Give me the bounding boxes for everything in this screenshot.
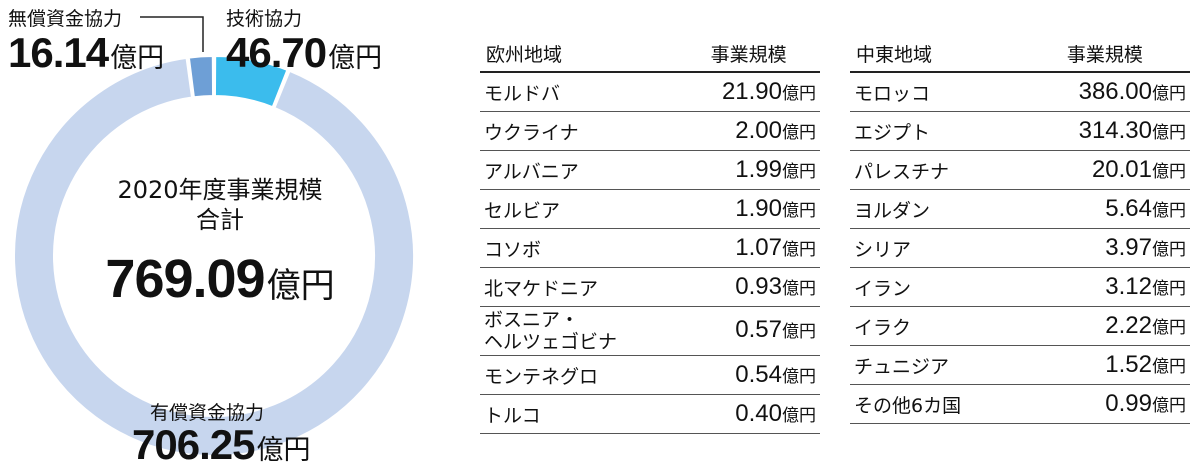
middle-east-value: 1.52億円 bbox=[1019, 345, 1190, 385]
middle-east-row: イラク 2.22億円 bbox=[850, 306, 1190, 346]
middle-east-value: 2.22億円 bbox=[1019, 306, 1190, 346]
europe-header-row: 欧州地域 事業規模 bbox=[480, 36, 820, 73]
middle-east-row: その他6カ国 0.99億円 bbox=[850, 384, 1190, 424]
europe-row: 北マケドニア 0.93億円 bbox=[480, 267, 820, 307]
middle-east-country: シリア bbox=[850, 228, 1020, 268]
europe-row: ボスニア・ ヘルツェゴビナ 0.57億円 bbox=[480, 306, 820, 356]
middle-east-header-scale: 事業規模 bbox=[1019, 36, 1190, 73]
donut-chart bbox=[13, 16, 415, 457]
loan-aid-name: 有償資金協力 bbox=[150, 402, 265, 424]
middle-east-country: チュニジア bbox=[850, 345, 1020, 385]
middle-east-country: パレスチナ bbox=[850, 150, 1020, 190]
grant-aid-unit: 億円 bbox=[110, 43, 165, 74]
europe-value: 1.90億円 bbox=[677, 189, 820, 229]
slice-grant-aid bbox=[187, 54, 215, 99]
europe-row: モンテネグロ 0.54億円 bbox=[480, 355, 820, 395]
middle-east-row: チュニジア 1.52億円 bbox=[850, 345, 1190, 385]
center-total: 769.09億円 bbox=[0, 248, 440, 310]
center-total-value: 769.09 bbox=[105, 249, 265, 309]
europe-value: 0.93億円 bbox=[677, 267, 820, 307]
slice-technical-cooperation bbox=[213, 54, 289, 109]
europe-country: ボスニア・ ヘルツェゴビナ bbox=[480, 306, 678, 356]
middle-east-country: エジプト bbox=[850, 111, 1020, 151]
europe-row: コソボ 1.07億円 bbox=[480, 228, 820, 268]
middle-east-value: 314.30億円 bbox=[1019, 111, 1190, 151]
middle-east-header-region: 中東地域 bbox=[850, 36, 1020, 73]
middle-east-table: 中東地域 事業規模 モロッコ 386.00億円 エジプト 314.30億円 パレスチナ 2… bbox=[850, 36, 1190, 424]
technical-cooperation-value: 46.70 bbox=[226, 29, 327, 76]
europe-row: セルビア 1.90億円 bbox=[480, 189, 820, 229]
grant-aid-name: 無償資金協力 bbox=[8, 8, 123, 30]
slice-loan-aid bbox=[13, 56, 415, 457]
europe-country: 北マケドニア bbox=[480, 267, 678, 307]
label-loan-aid: 有償資金協力 706.25億円 bbox=[132, 398, 310, 469]
middle-east-country: ヨルダン bbox=[850, 189, 1020, 229]
label-technical-cooperation: 技術協力 46.70億円 bbox=[226, 4, 382, 77]
europe-country: コソボ bbox=[480, 228, 678, 268]
center-total-unit: 億円 bbox=[266, 266, 335, 306]
middle-east-row: ヨルダン 5.64億円 bbox=[850, 189, 1190, 229]
europe-value: 2.00億円 bbox=[677, 111, 820, 151]
center-title-line1: 2020年度事業規模 bbox=[117, 176, 323, 204]
europe-country: モルドバ bbox=[480, 72, 678, 112]
europe-table: 欧州地域 事業規模 モルドバ 21.90億円 ウクライナ 2.00億円 アルバニア 1.9… bbox=[480, 36, 820, 434]
middle-east-value: 3.12億円 bbox=[1019, 267, 1190, 307]
center-title-line2: 合計 bbox=[196, 206, 244, 234]
europe-country: モンテネグロ bbox=[480, 355, 678, 395]
loan-aid-unit: 億円 bbox=[256, 435, 311, 466]
label-grant-aid: 無償資金協力 16.14億円 bbox=[8, 4, 164, 77]
middle-east-country: イラク bbox=[850, 306, 1020, 346]
europe-row: トルコ 0.40億円 bbox=[480, 394, 820, 434]
europe-row: モルドバ 21.90億円 bbox=[480, 72, 820, 112]
loan-aid-value: 706.25 bbox=[132, 421, 255, 468]
middle-east-header-row: 中東地域 事業規模 bbox=[850, 36, 1190, 73]
grant-aid-value: 16.14 bbox=[8, 29, 109, 76]
europe-country: トルコ bbox=[480, 394, 678, 434]
middle-east-value: 3.97億円 bbox=[1019, 228, 1190, 268]
europe-row: ウクライナ 2.00億円 bbox=[480, 111, 820, 151]
middle-east-country: イラン bbox=[850, 267, 1020, 307]
middle-east-value: 0.99億円 bbox=[1019, 384, 1190, 424]
middle-east-row: エジプト 314.30億円 bbox=[850, 111, 1190, 151]
middle-east-value: 386.00億円 bbox=[1019, 72, 1190, 112]
middle-east-value: 5.64億円 bbox=[1019, 189, 1190, 229]
middle-east-table-body: モロッコ 386.00億円 エジプト 314.30億円 パレスチナ 20.01億円 ヨルダン… bbox=[850, 72, 1190, 424]
europe-value: 21.90億円 bbox=[677, 72, 820, 112]
europe-value: 0.40億円 bbox=[677, 394, 820, 434]
europe-value: 1.07億円 bbox=[677, 228, 820, 268]
europe-table-body: モルドバ 21.90億円 ウクライナ 2.00億円 アルバニア 1.99億円 セルビア 1.9… bbox=[480, 72, 820, 434]
center-title: 2020年度事業規模 合計 bbox=[0, 175, 440, 235]
middle-east-row: パレスチナ 20.01億円 bbox=[850, 150, 1190, 190]
europe-value: 1.99億円 bbox=[677, 150, 820, 190]
europe-header-region: 欧州地域 bbox=[480, 36, 678, 73]
middle-east-country: モロッコ bbox=[850, 72, 1020, 112]
europe-value: 0.54億円 bbox=[677, 355, 820, 395]
middle-east-row: モロッコ 386.00億円 bbox=[850, 72, 1190, 112]
europe-country: セルビア bbox=[480, 189, 678, 229]
middle-east-country: その他6カ国 bbox=[850, 384, 1020, 424]
middle-east-value: 20.01億円 bbox=[1019, 150, 1190, 190]
technical-cooperation-name: 技術協力 bbox=[226, 8, 303, 30]
europe-value: 0.57億円 bbox=[677, 306, 820, 356]
europe-row: アルバニア 1.99億円 bbox=[480, 150, 820, 190]
europe-country: アルバニア bbox=[480, 150, 678, 190]
grant-aid-leader-line bbox=[140, 16, 204, 52]
europe-country: ウクライナ bbox=[480, 111, 678, 151]
middle-east-row: イラン 3.12億円 bbox=[850, 267, 1190, 307]
middle-east-row: シリア 3.97億円 bbox=[850, 228, 1190, 268]
technical-cooperation-unit: 億円 bbox=[328, 43, 383, 74]
europe-header-scale: 事業規模 bbox=[677, 36, 820, 73]
